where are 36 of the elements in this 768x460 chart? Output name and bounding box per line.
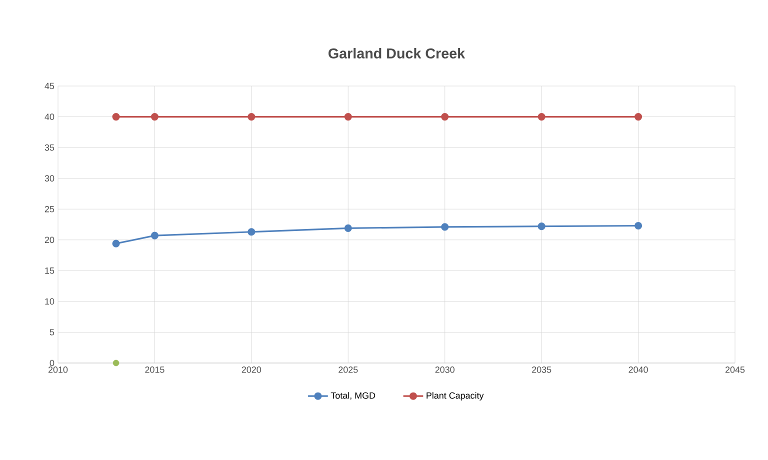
y-tick-label: 0 xyxy=(50,360,54,366)
x-tick-label: 2015 xyxy=(145,366,164,373)
point xyxy=(441,112,449,121)
chart-title: Garland Duck Creek xyxy=(328,48,466,58)
point xyxy=(634,222,642,230)
y-tick-label: 20 xyxy=(44,236,54,244)
x-tick-label: 2040 xyxy=(628,366,648,373)
point xyxy=(150,232,159,240)
point xyxy=(634,112,642,121)
point xyxy=(344,224,352,232)
x-tick-label: 2045 xyxy=(725,366,745,373)
point xyxy=(344,112,352,121)
x-tick-label: 2020 xyxy=(242,366,262,373)
y-tick-label: 45 xyxy=(44,82,54,90)
point xyxy=(112,112,120,121)
legend-label: Total, MGD xyxy=(330,392,376,400)
x-tick-label: 2035 xyxy=(532,366,552,373)
point xyxy=(112,360,120,366)
point xyxy=(248,112,256,121)
point xyxy=(538,112,546,121)
y-tick-label: 40 xyxy=(44,114,54,120)
x-tick-label: 2010 xyxy=(48,366,68,373)
x-tick-label: 2030 xyxy=(435,366,454,373)
y-tick-label: 5 xyxy=(50,329,54,336)
point xyxy=(441,223,449,231)
x-tick-label: 2025 xyxy=(338,366,358,373)
legend-label: Plant Capacity xyxy=(426,392,484,400)
point xyxy=(112,240,120,248)
y-tick-label: 35 xyxy=(44,144,54,151)
y-tick-label: 25 xyxy=(44,206,54,212)
point xyxy=(538,222,546,230)
y-tick-label: 15 xyxy=(45,268,54,274)
point xyxy=(150,112,159,121)
y-tick-label: 30 xyxy=(44,175,54,182)
point xyxy=(248,228,256,236)
y-tick-label: 10 xyxy=(45,298,54,305)
